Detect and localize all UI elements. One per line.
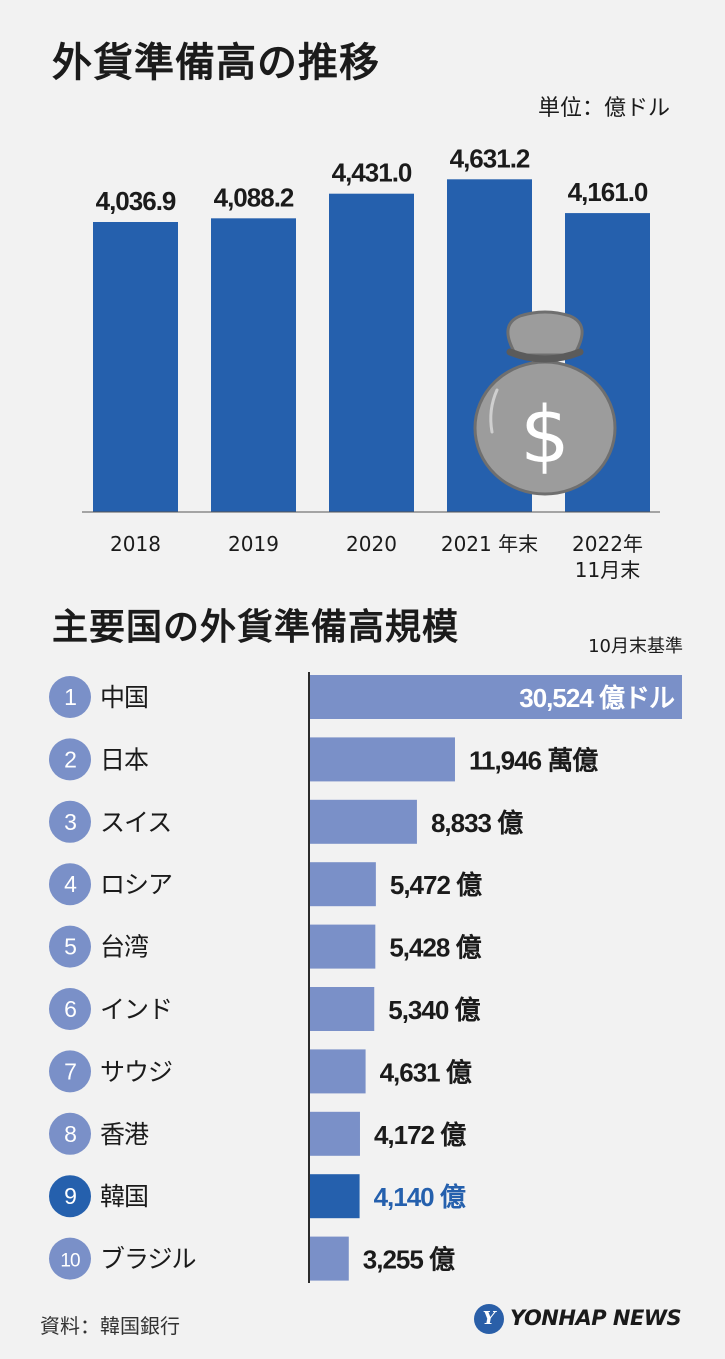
value-label-2: 11,946 萬億 <box>469 745 598 775</box>
value-label-8: 4,172 億 <box>374 1120 466 1150</box>
x-tick-label-0: 2018 <box>110 532 161 556</box>
value-label-1: 4,088.2 <box>214 182 294 212</box>
value-label-1: 30,524 億ドル <box>519 683 675 713</box>
country-label-10: ブラジル <box>100 1245 196 1274</box>
rank-number-7: 7 <box>64 1058 76 1084</box>
rank-bar-10 <box>309 1236 349 1281</box>
bag-highlight <box>489 388 499 434</box>
x-tick-label-3: 2021 年末 <box>441 532 538 556</box>
value-label-3: 8,833 億 <box>431 808 523 838</box>
rank-number-1: 1 <box>64 684 76 710</box>
chart-title: 外貨準備高の推移 <box>52 40 380 86</box>
unit-label: 単位：億ドル <box>537 96 670 121</box>
rank-bar-7 <box>309 1049 366 1094</box>
value-label-7: 4,631 億 <box>380 1057 472 1087</box>
rank-bar-8 <box>309 1111 360 1156</box>
country-label-5: 台湾 <box>100 933 148 962</box>
bar-0 <box>93 222 178 512</box>
rank-number-9: 9 <box>64 1183 76 1209</box>
rank-badge-2 <box>49 738 91 781</box>
value-label-6: 5,340 億 <box>388 995 480 1025</box>
rank-number-10: 10 <box>60 1251 80 1272</box>
rank-badge-1 <box>49 676 91 718</box>
rank-badge-4 <box>49 863 91 906</box>
country-label-9: 韓国 <box>100 1182 148 1211</box>
rank-badge-7 <box>49 1050 91 1093</box>
value-label-0: 4,036.9 <box>96 186 176 216</box>
dollar-sign: $ <box>520 391 570 481</box>
value-label-5: 5,428 億 <box>389 933 481 963</box>
rank-badge-9 <box>49 1175 91 1218</box>
country-label-4: ロシア <box>100 870 172 899</box>
ranking-basis: 10月末基準 <box>588 636 683 657</box>
country-label-2: 日本 <box>100 745 149 774</box>
x-tick-label-4-line2: 11月末 <box>575 558 640 582</box>
country-ranking-chart: 1 中国 30,524 億ドル 2 日本 11,946 萬億 3 スイス 8,833 億 4 ロシア… <box>49 672 682 1283</box>
country-label-1: 中国 <box>100 683 148 712</box>
value-label-10: 3,255 億 <box>363 1245 455 1275</box>
yonhap-logo: Y YONHAP NEWS <box>474 1300 704 1340</box>
rank-badge-6 <box>49 988 91 1030</box>
yonhap-logo-mark: Y <box>474 1304 504 1334</box>
value-label-9: 4,140 億 <box>374 1182 466 1212</box>
rank-bar-3 <box>309 799 417 844</box>
rank-badge-3 <box>49 800 91 843</box>
x-tick-label-2: 2020 <box>346 532 397 556</box>
money-bag-icon: $ <box>473 310 617 496</box>
rank-number-8: 8 <box>64 1121 76 1147</box>
bar-2 <box>329 193 414 513</box>
country-label-8: 香港 <box>100 1120 149 1149</box>
rank-badge-10 <box>49 1237 91 1280</box>
value-label-4: 5,472 億 <box>390 870 482 900</box>
bar-1 <box>211 218 296 512</box>
ranking-title: 主要国の外貨準備高規模 <box>52 607 460 648</box>
rank-badge-8 <box>49 1112 91 1155</box>
bag-top <box>506 310 584 357</box>
value-label-3: 4,631.2 <box>450 143 530 173</box>
country-label-3: スイス <box>100 808 171 837</box>
x-tick-label-4: 2022年 <box>572 532 643 556</box>
x-tick-label-1: 2019 <box>228 532 279 556</box>
rank-number-4: 4 <box>64 871 77 897</box>
rank-number-6: 6 <box>64 996 76 1022</box>
rank-bar-2 <box>309 737 455 782</box>
rank-bar-9 <box>309 1174 360 1219</box>
value-label-4: 4,161.0 <box>568 177 648 207</box>
rank-bar-5 <box>309 924 376 969</box>
country-label-6: インド <box>100 995 172 1024</box>
yonhap-logo-text: YONHAP NEWS <box>510 1306 682 1330</box>
bag-tie <box>506 348 584 363</box>
reserves-trend-chart: 4,036.9 2018 4,088.2 2019 4,431.0 2020 4,631.2… <box>82 143 660 582</box>
rank-number-3: 3 <box>64 809 76 835</box>
source-note: 資料：韓国銀行 <box>40 1314 180 1338</box>
rank-number-5: 5 <box>64 934 76 960</box>
rank-bar-6 <box>309 987 375 1031</box>
rank-bar-4 <box>309 862 376 907</box>
country-label-7: サウジ <box>100 1057 172 1086</box>
rank-number-2: 2 <box>64 746 76 772</box>
rank-badge-5 <box>49 925 91 968</box>
value-label-2: 4,431.0 <box>332 158 412 188</box>
rank-bar-1 <box>309 675 682 719</box>
